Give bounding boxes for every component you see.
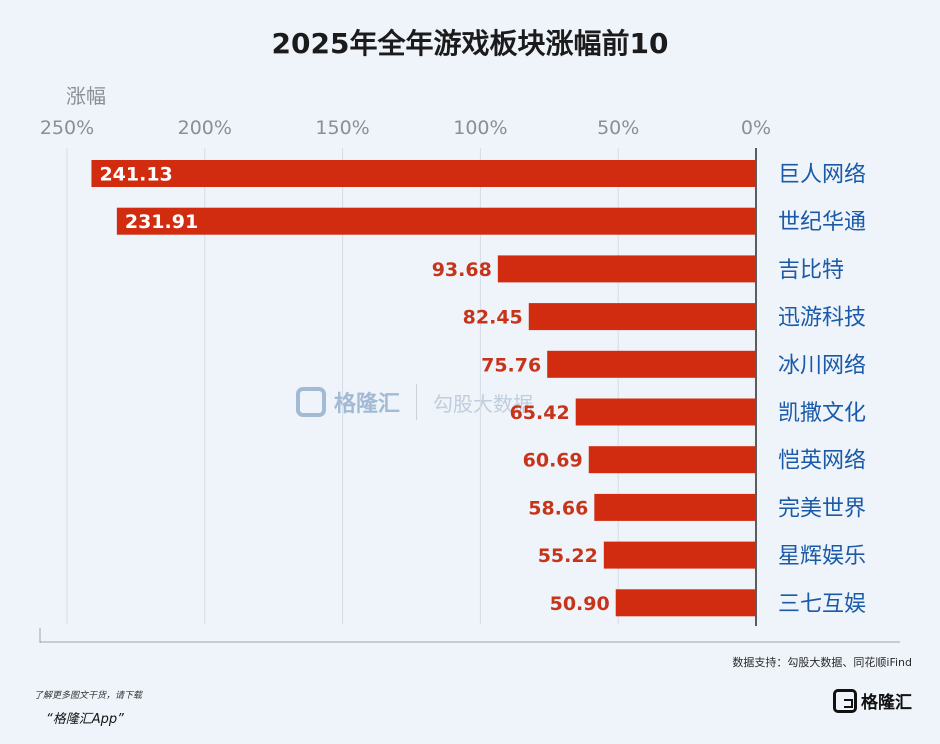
data-label: 75.76: [481, 354, 541, 376]
category-label: 完美世界: [778, 496, 866, 521]
tick-label: 250%: [40, 117, 94, 139]
bar: [91, 160, 756, 187]
tick-label: 0%: [741, 117, 771, 139]
data-label: 65.42: [510, 402, 570, 424]
brand-logo: 格隆汇: [833, 688, 912, 713]
logo-icon: [833, 688, 857, 713]
watermark-brand: 格隆汇: [334, 392, 401, 417]
data-label: 50.90: [550, 593, 610, 615]
category-label: 迅游科技: [778, 306, 866, 331]
chart-title: 2025年全年游戏板块涨幅前10: [271, 27, 669, 60]
tick-label: 150%: [315, 117, 369, 139]
bar: [594, 493, 756, 521]
promo-text: 了解更多图文干货，请下载: [34, 691, 143, 701]
tick-label: 50%: [597, 117, 639, 139]
logo-text: 格隆汇: [861, 693, 912, 713]
bar: [528, 303, 756, 331]
data-label: 60.69: [523, 450, 583, 472]
bar: [497, 255, 756, 283]
category-label: 凯撒文化: [778, 401, 866, 426]
data-label: 241.13: [99, 164, 172, 186]
bar-chart: 250% 200% 150% 100% 50% 0% 241.13 巨人网络 231.91 世纪华…: [39, 117, 900, 643]
category-label: 恺英网络: [778, 449, 866, 474]
watermark-divider: [416, 384, 418, 420]
watermark-logo-icon: [296, 387, 326, 417]
axis-title: 涨幅: [66, 84, 106, 108]
bar: [547, 350, 756, 378]
category-label: 三七互娱: [778, 592, 866, 617]
data-label: 55.22: [538, 545, 598, 567]
data-label: 93.68: [432, 259, 492, 281]
category-label: 吉比特: [778, 258, 844, 283]
bar: [116, 207, 757, 235]
category-label: 世纪华通: [778, 210, 866, 235]
category-label: 巨人网络: [778, 163, 866, 188]
data-label: 58.66: [528, 497, 588, 519]
watermark: 格隆汇 勾股大数据: [296, 384, 533, 420]
bar: [588, 446, 756, 474]
bar: [615, 589, 756, 617]
bar: [603, 541, 756, 569]
promo-app-name: “格隆汇App”: [46, 712, 124, 727]
category-label: 冰川网络: [778, 353, 866, 378]
tick-label: 100%: [453, 117, 507, 139]
watermark-partner: 勾股大数据: [433, 391, 534, 416]
category-label: 星辉娱乐: [778, 544, 866, 569]
data-label: 231.91: [125, 211, 198, 233]
tick-label: 200%: [178, 117, 232, 139]
data-label: 82.45: [463, 307, 523, 329]
data-source: 数据支持：勾股大数据、同花顺iFind: [732, 656, 912, 669]
bar: [575, 398, 756, 426]
